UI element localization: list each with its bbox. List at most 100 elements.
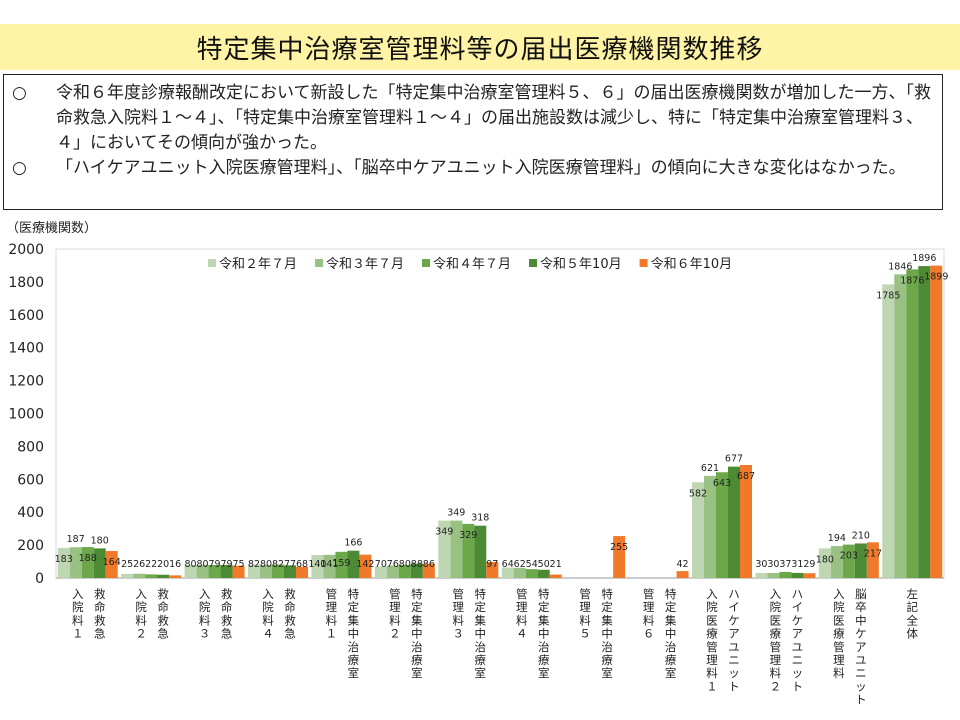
- data-label: 1899: [924, 272, 948, 283]
- category-label-char: 医: [770, 613, 782, 627]
- category-label-char: 療: [411, 653, 423, 667]
- data-label: 79: [221, 559, 233, 570]
- category-label-char: ア: [792, 627, 804, 641]
- data-label: 80: [399, 559, 411, 570]
- category-label-char: ２: [135, 627, 147, 641]
- y-tick-label: 600: [17, 472, 44, 488]
- data-label: 20: [157, 559, 169, 570]
- category-label-char: 集: [601, 613, 613, 627]
- data-label: 164: [103, 557, 121, 568]
- category-label-char: 療: [833, 627, 845, 641]
- bar: [335, 551, 348, 578]
- bar: [501, 567, 514, 578]
- data-label: 188: [79, 553, 97, 564]
- category-label-char: ニ: [855, 666, 867, 680]
- bar: [260, 564, 272, 578]
- category-label-char: 集: [348, 613, 360, 627]
- data-label: 62: [514, 559, 526, 570]
- data-label: 217: [864, 548, 882, 559]
- bar: [359, 554, 372, 578]
- category-label-char: 療: [770, 627, 782, 641]
- category-label-char: 治: [665, 640, 677, 654]
- category-label-char: 理: [833, 653, 845, 667]
- category-label-char: 料: [262, 613, 274, 627]
- bar: [157, 574, 170, 578]
- data-label: 29: [803, 559, 815, 570]
- category-label-char: 急: [94, 627, 106, 641]
- bar: [830, 546, 843, 578]
- y-tick-label: 1200: [8, 374, 44, 390]
- category-label-char: 管: [706, 640, 718, 654]
- summary-box: ○ 令和６年度診療報酬改定において新設した「特定集中治療室管理料５、６」の届出医…: [3, 74, 943, 210]
- category-label-char: 室: [601, 666, 613, 680]
- legend-label: 令和５年10月: [540, 257, 622, 272]
- category-label-char: 治: [411, 640, 423, 654]
- category-label-char: 医: [833, 613, 845, 627]
- category-label-char: 救: [284, 587, 296, 601]
- bar: [272, 564, 284, 578]
- category-label-char: 管: [579, 587, 591, 601]
- bar: [284, 565, 296, 578]
- category-label-char: 入: [262, 587, 274, 601]
- category-label-char: ケ: [855, 627, 867, 641]
- category-label-char: 管: [516, 587, 528, 601]
- category-label-char: 理: [326, 600, 338, 614]
- bar-chart: 0 200 400 600 800 1000 1200 1400 1600 1800 2000 183…: [8, 242, 948, 707]
- bar: [386, 565, 399, 578]
- data-label: 318: [471, 513, 489, 524]
- category-label-char: ア: [728, 627, 740, 641]
- data-label: 31: [791, 559, 803, 570]
- data-label: 621: [701, 463, 719, 474]
- category-label-char: 集: [411, 613, 423, 627]
- bar: [549, 574, 562, 578]
- category-label-char: ４: [516, 627, 528, 641]
- data-label: 97: [486, 559, 498, 570]
- data-label: 50: [538, 559, 550, 570]
- bar: [803, 573, 816, 578]
- data-label: 80: [260, 559, 272, 570]
- bar: [779, 571, 792, 578]
- bar: [513, 567, 526, 578]
- data-label: 210: [852, 530, 870, 541]
- category-label-char: 特: [665, 587, 677, 601]
- y-tick-label: 1600: [8, 308, 44, 324]
- bar: [438, 520, 451, 578]
- category-label-char: 救: [221, 587, 233, 601]
- data-label: 64: [502, 559, 514, 570]
- bar: [248, 564, 260, 578]
- bar: [105, 551, 118, 578]
- category-label-char: 入: [72, 587, 84, 601]
- data-label: 1876: [900, 275, 924, 286]
- category-label-char: 理: [770, 653, 782, 667]
- category-label-char: 全: [907, 613, 919, 627]
- data-label: 582: [689, 488, 707, 499]
- data-label: 30: [755, 559, 767, 570]
- category-label-char: 室: [348, 666, 360, 680]
- legend-swatch: [639, 259, 648, 267]
- category-label-char: 集: [538, 613, 550, 627]
- category-label-char: 療: [348, 653, 360, 667]
- y-tick-label: 1000: [8, 407, 44, 423]
- data-label: 180: [816, 554, 834, 565]
- category-label-char: 急: [221, 627, 233, 641]
- y-tick-label: 2000: [8, 242, 44, 258]
- category-label-char: ニ: [792, 653, 804, 667]
- title-bar: 特定集中治療室管理料等の届出医療機関数推移: [0, 24, 960, 70]
- category-label-char: 中: [348, 627, 360, 641]
- bullet-circle-icon: ○: [12, 158, 27, 178]
- category-label-char: ２: [770, 679, 782, 693]
- bar: [422, 563, 435, 578]
- bar: [755, 573, 768, 578]
- data-label: 21: [550, 559, 562, 570]
- data-label: 183: [55, 554, 73, 565]
- category-label-char: 救: [284, 613, 296, 627]
- bar: [410, 563, 423, 578]
- category-label-char: 院: [706, 600, 718, 614]
- bar: [716, 472, 728, 578]
- legend-label: 令和３年７月: [326, 257, 404, 272]
- bar: [296, 566, 308, 578]
- category-label-char: 定: [475, 600, 487, 614]
- bar: [81, 547, 94, 578]
- data-label: 82: [248, 559, 260, 570]
- summary-item: ○ 令和６年度診療報酬改定において新設した「特定集中治療室管理料５、６」の届出医…: [12, 81, 934, 156]
